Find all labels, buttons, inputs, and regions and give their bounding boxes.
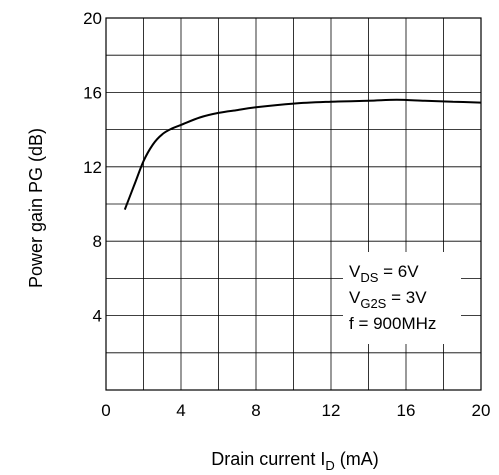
x-tick-label: 20 (472, 401, 491, 420)
x-tick-label: 4 (176, 401, 185, 420)
x-axis-label-main: Drain current I (211, 449, 325, 469)
x-tick-labels: 0 4 8 12 16 20 (101, 401, 490, 420)
x-axis-label-unit: (mA) (340, 449, 379, 469)
x-tick-label: 8 (251, 401, 260, 420)
condition-subscript: DS (360, 270, 378, 285)
condition-line: f = 900MHz (349, 314, 436, 333)
y-tick-label: 12 (83, 158, 102, 177)
conditions-box (343, 252, 461, 344)
grid-lines (106, 18, 481, 390)
x-tick-label: 0 (101, 401, 110, 420)
condition-value: = 6V (378, 262, 419, 281)
condition-line: VDS = 6V (349, 262, 419, 285)
y-tick-label: 8 (93, 232, 102, 251)
y-tick-labels: 4 8 12 16 20 (83, 9, 102, 326)
power-gain-curve (123, 98, 482, 210)
y-tick-label: 4 (93, 307, 102, 326)
condition-main: V (349, 262, 361, 281)
condition-subscript: G2S (360, 296, 386, 311)
condition-main: f = 900MHz (349, 314, 436, 333)
x-axis-label: Drain current ID (mA) (211, 449, 378, 473)
x-tick-label: 12 (322, 401, 341, 420)
plot-frame (105, 17, 482, 391)
condition-main: V (349, 288, 361, 307)
condition-value: = 3V (386, 288, 427, 307)
y-axis-label: Power gain PG (dB) (26, 128, 46, 288)
y-tick-label: 16 (83, 83, 102, 102)
condition-line: VG2S = 3V (349, 288, 427, 311)
x-tick-label: 16 (397, 401, 416, 420)
y-tick-label: 20 (83, 9, 102, 28)
x-axis-label-subscript: D (325, 458, 334, 473)
